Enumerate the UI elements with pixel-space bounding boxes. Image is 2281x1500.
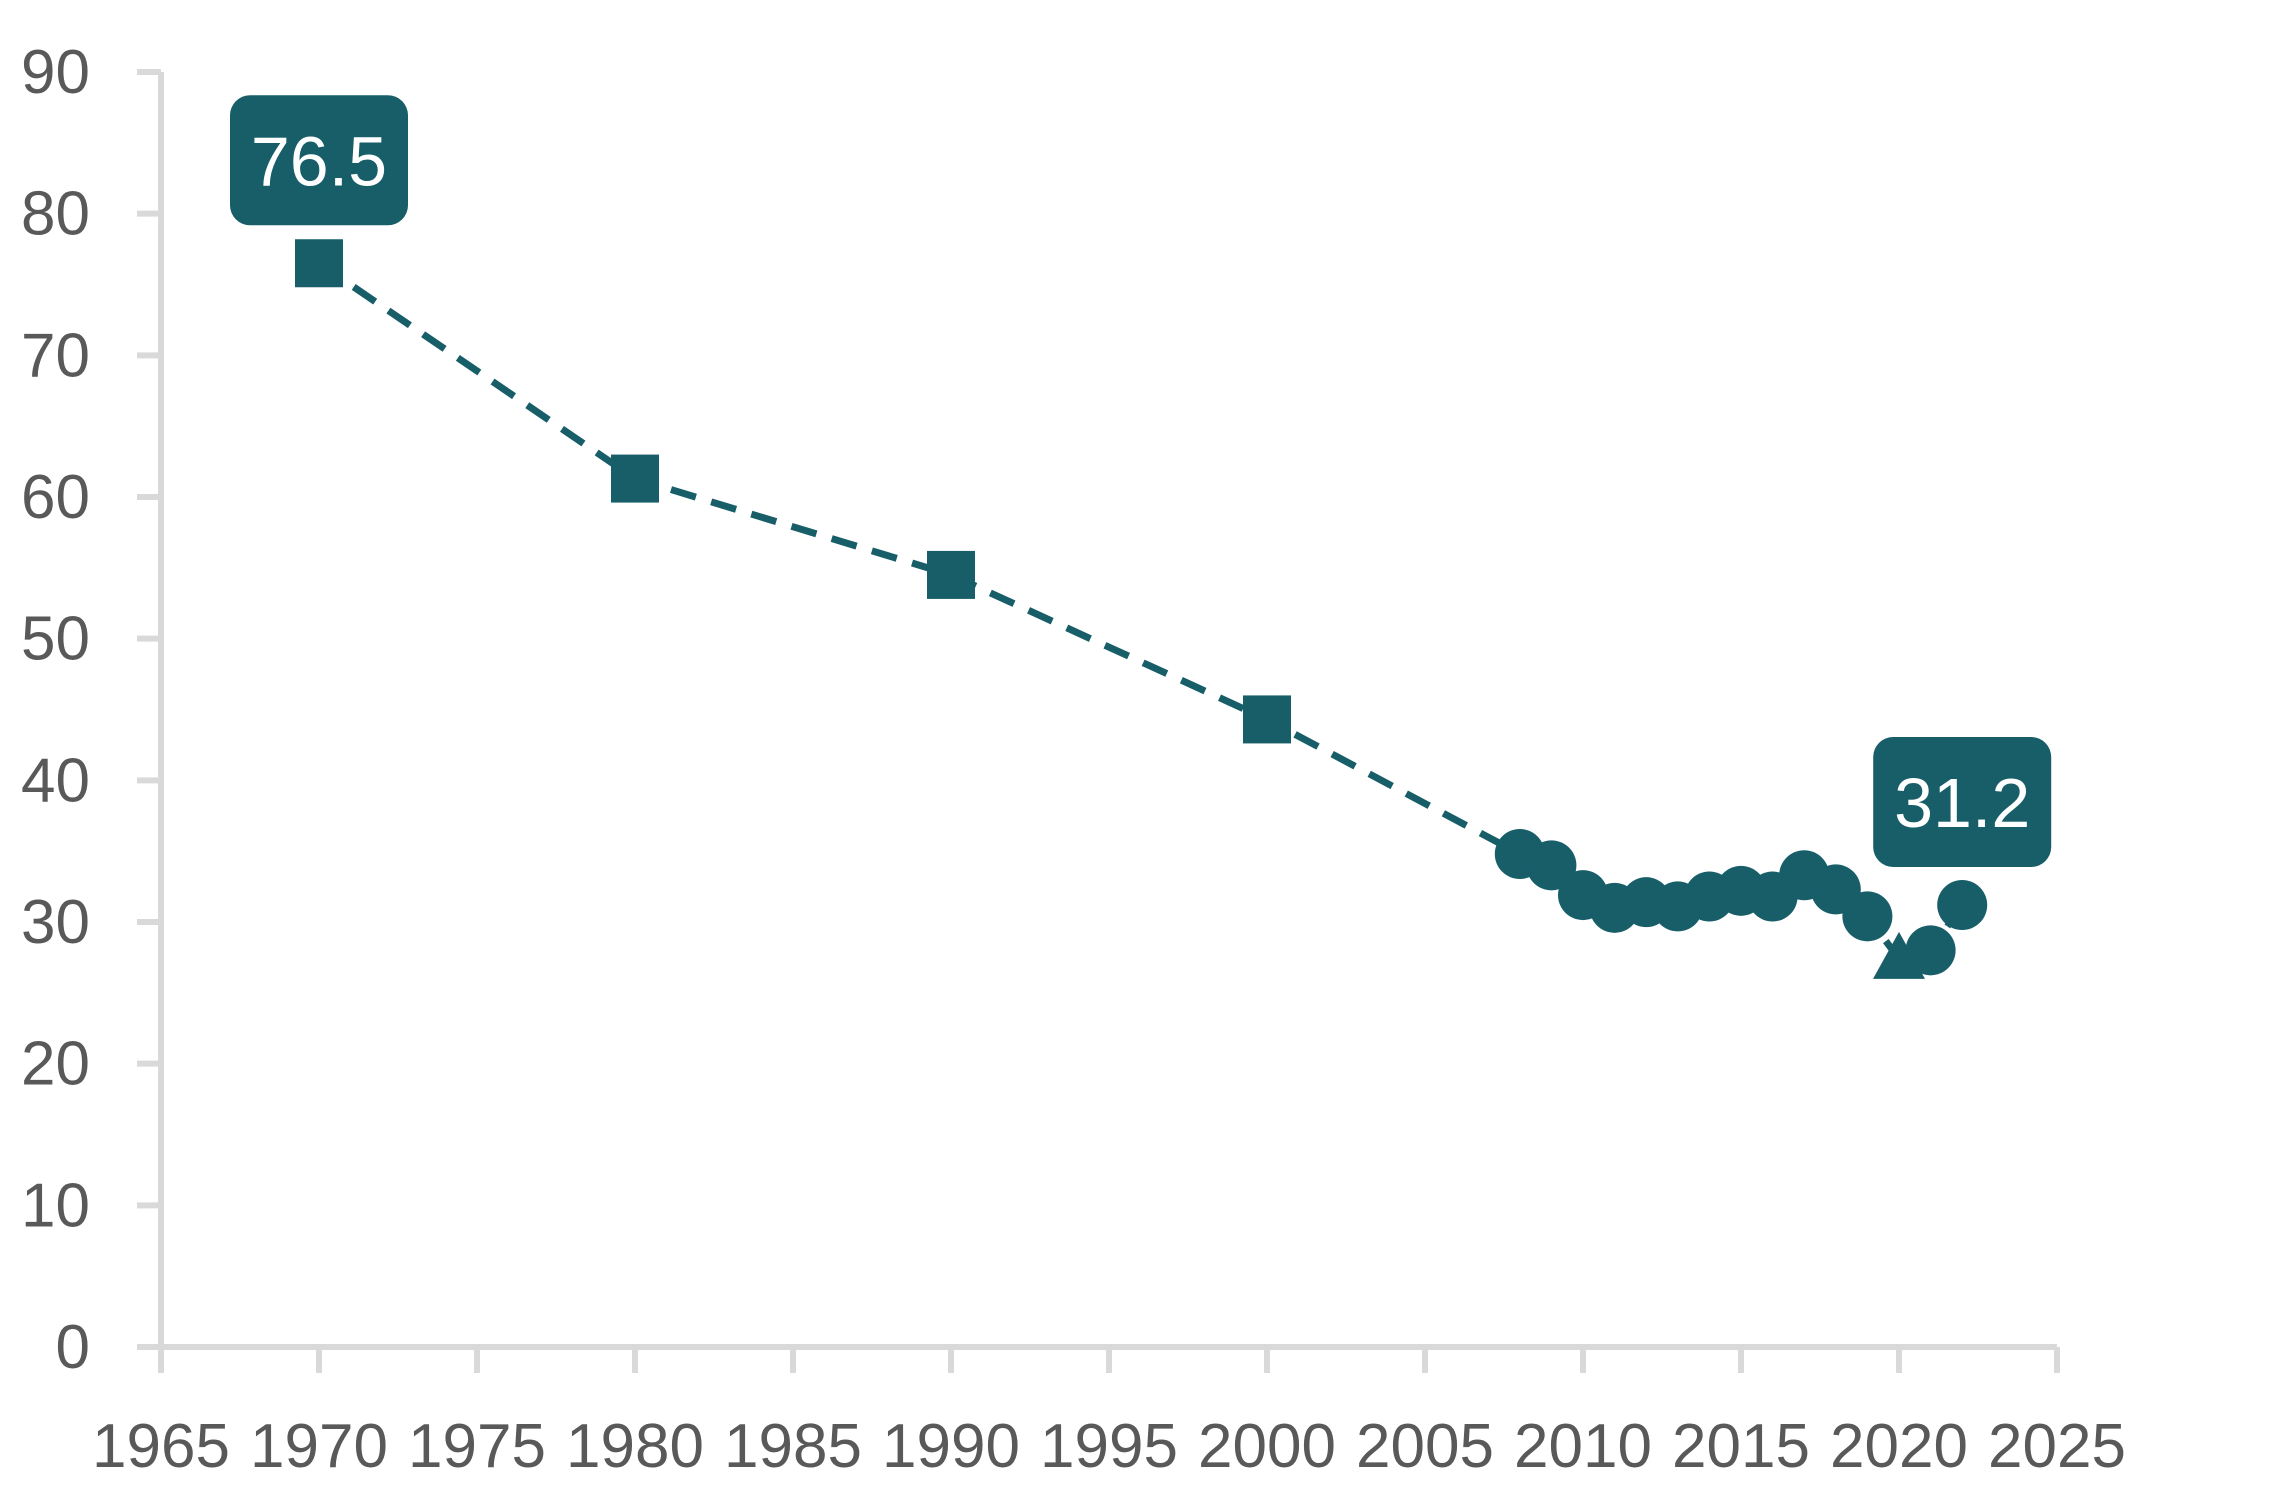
x-tick-label: 1980 xyxy=(566,1412,704,1481)
x-tick-label: 1990 xyxy=(882,1412,1020,1481)
x-tick-label: 2020 xyxy=(1830,1412,1968,1481)
series xyxy=(317,260,1966,963)
y-tick-label: 0 xyxy=(56,1313,90,1382)
x-tick-label: 1965 xyxy=(92,1412,230,1481)
data-point-circle xyxy=(1842,891,1893,942)
data-point-square xyxy=(927,550,975,599)
callout-box xyxy=(230,95,408,226)
data-point-square xyxy=(295,239,343,288)
callouts: 76.5 31.2 xyxy=(230,95,2052,867)
x-tick-label: 1970 xyxy=(250,1412,388,1481)
callout-label: 76.5 xyxy=(251,122,387,200)
y-tick-label: 50 xyxy=(21,605,90,674)
y-tick-label: 80 xyxy=(21,180,90,249)
y-tick-label: 40 xyxy=(21,746,90,815)
x-tick-label: 2010 xyxy=(1514,1412,1652,1481)
x-axis: 1965 1970 1975 1980 1985 1990 1995 2000 2005 2010… xyxy=(92,1344,2126,1481)
x-tick-label: 2025 xyxy=(1988,1412,2126,1481)
data-point-circle xyxy=(1905,925,1956,976)
markers xyxy=(295,239,1988,979)
callout-label: 31.2 xyxy=(1894,764,2030,842)
y-tick-label: 90 xyxy=(21,38,90,107)
x-tick-label: 1985 xyxy=(724,1412,862,1481)
y-tick-label: 10 xyxy=(21,1171,90,1240)
x-tick-label: 2015 xyxy=(1672,1412,1810,1481)
x-tick-label: 2005 xyxy=(1356,1412,1494,1481)
y-tick-label: 60 xyxy=(21,463,90,532)
series-line xyxy=(317,260,1966,963)
y-tick-label: 30 xyxy=(21,888,90,957)
y-axis: 0 10 20 30 40 50 60 70 80 90 xyxy=(21,38,164,1382)
x-tick-label: 2000 xyxy=(1198,1412,1336,1481)
x-tick-label: 1995 xyxy=(1040,1412,1178,1481)
data-point-square xyxy=(611,454,659,503)
callout-box xyxy=(1873,737,2052,867)
y-tick-label: 20 xyxy=(21,1030,90,1099)
y-tick-label: 70 xyxy=(21,321,90,390)
x-tick-label: 1975 xyxy=(408,1412,546,1481)
data-point-circle xyxy=(1526,840,1577,891)
data-point-triangle xyxy=(1873,931,1925,979)
data-point-circle xyxy=(1937,880,1988,930)
data-point-square xyxy=(1243,695,1291,744)
